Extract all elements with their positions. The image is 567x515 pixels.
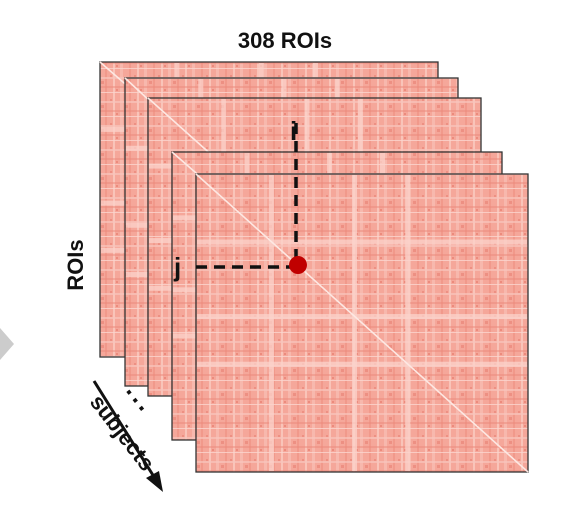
element-marker <box>289 256 307 274</box>
side-label: ROIs <box>63 239 88 291</box>
row-index-label: i <box>290 116 298 146</box>
connectivity-matrix-5 <box>195 173 529 473</box>
col-index-label: j <box>174 252 182 282</box>
side-arrow-icon <box>0 328 14 360</box>
subjects-arrow-shaft <box>92 380 158 481</box>
subjects-arrow-head <box>146 471 163 492</box>
top-label: 308 ROIs <box>237 28 333 53</box>
